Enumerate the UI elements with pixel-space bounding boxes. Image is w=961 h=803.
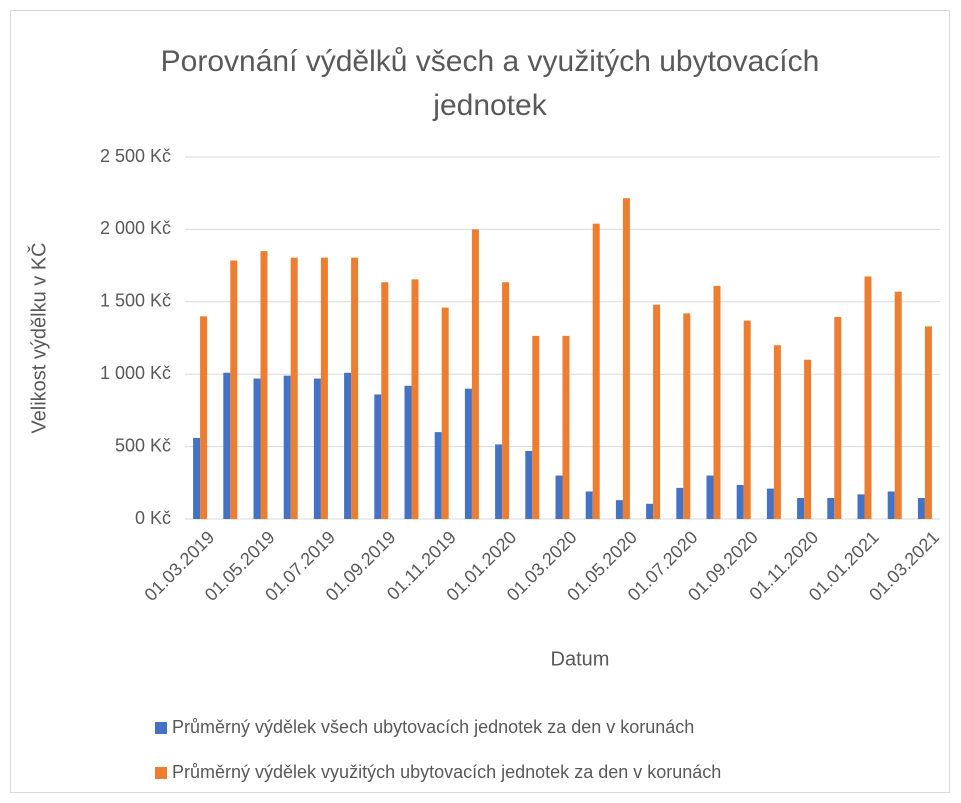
y-tick-label: 1 000 Kč <box>100 363 171 383</box>
bar <box>864 276 872 519</box>
bar <box>411 279 419 519</box>
bar <box>555 475 563 519</box>
bar <box>887 491 895 519</box>
x-axis-label: Datum <box>551 648 610 670</box>
bar <box>827 498 835 519</box>
bar <box>471 229 479 519</box>
y-tick-label: 0 Kč <box>135 508 171 528</box>
bar <box>253 378 261 519</box>
bar <box>653 304 661 519</box>
bar <box>441 307 449 519</box>
y-tick-label: 2 500 Kč <box>100 146 171 166</box>
bar <box>857 494 865 519</box>
bar <box>502 282 510 519</box>
bar <box>434 432 442 519</box>
bar <box>615 500 623 519</box>
bar <box>917 498 925 519</box>
bar <box>562 335 570 519</box>
bar <box>260 251 268 519</box>
bar <box>834 317 842 519</box>
bar <box>200 316 208 519</box>
bar <box>525 450 533 519</box>
bar <box>495 444 503 519</box>
bar <box>344 372 352 519</box>
y-tick-label: 1 500 Kč <box>100 291 171 311</box>
bar <box>351 257 359 519</box>
legend-swatch <box>155 767 167 779</box>
bar <box>683 313 691 519</box>
y-tick-label: 2 000 Kč <box>100 218 171 238</box>
bar <box>374 394 382 519</box>
bar <box>320 257 328 519</box>
bar <box>706 475 714 519</box>
bar <box>797 498 805 519</box>
bar <box>646 503 654 519</box>
bar <box>736 484 744 519</box>
legend-label: Průměrný výdělek všech ubytovacích jedno… <box>172 717 694 737</box>
bar <box>622 198 630 519</box>
bar <box>223 372 231 519</box>
bar <box>290 257 298 519</box>
bar <box>773 345 781 519</box>
bar <box>713 285 721 519</box>
bar <box>313 378 321 519</box>
bar <box>894 291 902 519</box>
chart-title: Porovnání výdělků všech a využitých ubyt… <box>160 45 820 122</box>
y-tick-label: 500 Kč <box>115 435 171 455</box>
bar <box>676 487 684 519</box>
bar <box>743 320 751 519</box>
bar <box>585 491 593 519</box>
bar <box>230 260 238 519</box>
bar <box>532 335 540 519</box>
bar <box>924 326 932 519</box>
bar <box>592 223 600 519</box>
bar <box>404 385 412 519</box>
bar <box>193 437 201 519</box>
bar <box>464 388 472 519</box>
chart-frame <box>10 10 950 793</box>
bar <box>283 375 291 519</box>
bar <box>766 488 774 519</box>
bar <box>381 282 389 519</box>
legend-swatch <box>155 722 167 734</box>
bar <box>804 359 812 519</box>
y-axis-label: Velikost výdělku v KČ <box>27 242 50 433</box>
legend-label: Průměrný výdělek využitých ubytovacích j… <box>172 762 721 782</box>
